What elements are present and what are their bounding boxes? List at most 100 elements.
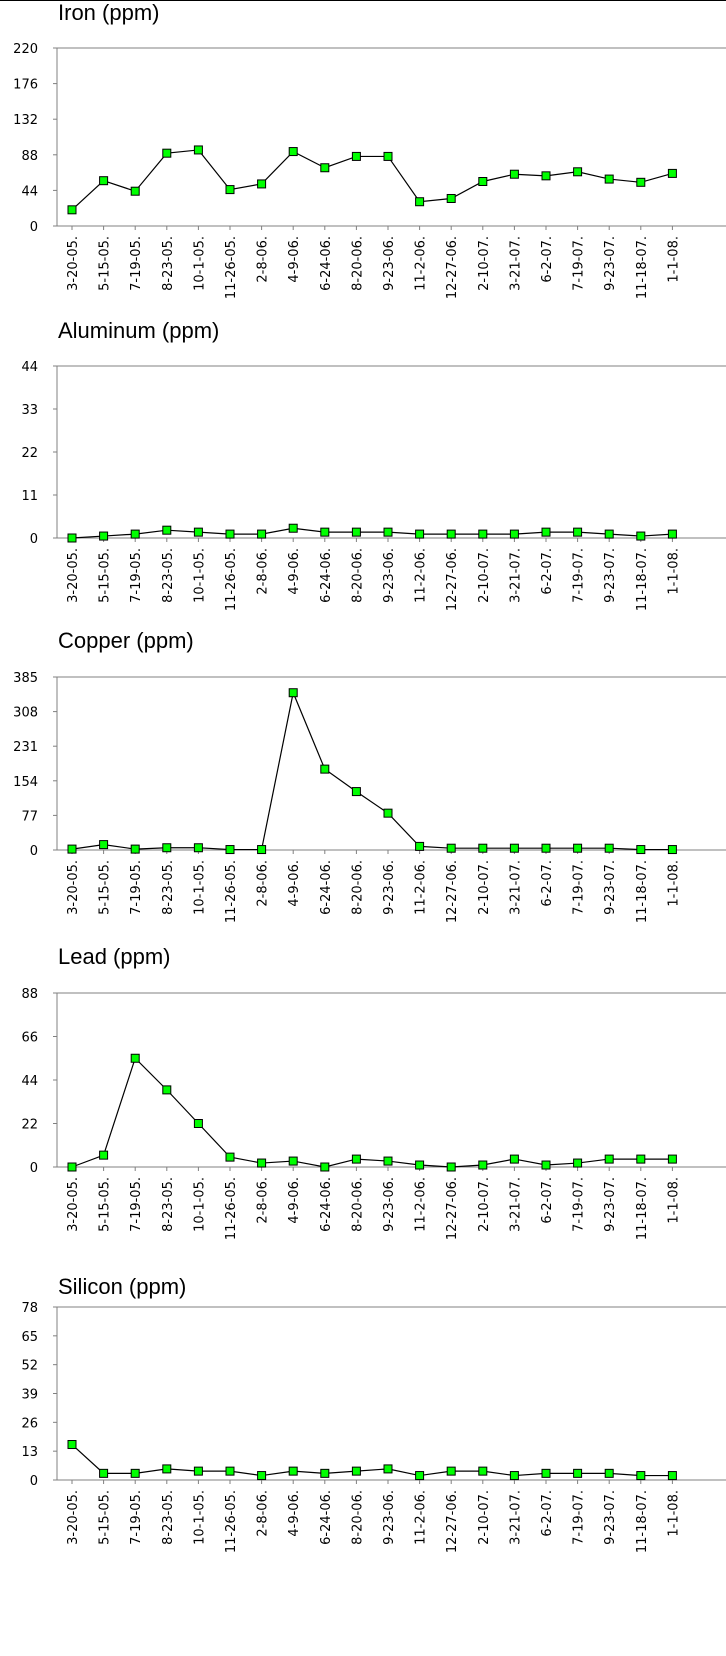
data-point [573,1468,583,1478]
x-tick-label: 2-8-06. [256,1177,271,1224]
x-tick-label: 2-10-07. [477,1177,492,1232]
series-line [71,527,673,539]
x-tick-label: 9-23-07. [603,1490,618,1545]
x-tick-label: 11-18-07. [635,1490,650,1553]
x-tick-label: 8-20-06. [350,1177,365,1232]
x-tick-label: 3-20-05. [66,548,81,603]
data-point [288,523,298,533]
y-tick-label: 385 [13,671,38,686]
x-tick-label: 7-19-07. [572,860,587,915]
data-point [351,787,361,797]
y-tick-label: 22 [21,1118,38,1133]
data-point [383,1464,393,1474]
data-point [383,808,393,818]
data-point [509,843,519,853]
data-point [573,1158,583,1168]
chart-title: Silicon (ppm) [58,1274,187,1299]
x-tick-label: 2-8-06. [256,548,271,595]
data-point [162,1085,172,1095]
data-point [130,529,140,539]
data-point [667,1471,677,1481]
y-tick-label: 0 [30,844,38,859]
x-tick-label: 6-2-07. [540,548,555,595]
chart-iron: Iron (ppm) 0 44 88 132 176 220 3-20-05. 5-15-05… [0,0,726,306]
data-point [162,148,172,158]
x-tick-label: 6-24-06. [319,1177,334,1232]
data-point [67,844,77,854]
data-point [509,529,519,539]
y-tick-label: 39 [21,1388,38,1403]
data-point [225,185,235,195]
y-tick-label: 0 [30,532,38,547]
x-tick-label: 3-21-07. [508,860,523,915]
data-point [541,1468,551,1478]
data-point [288,1466,298,1476]
data-point [446,843,456,853]
chart-svg: 0 77 154 231 308 385 3-20-05. 5-15-05. 7-19-05. 8… [13,671,726,923]
data-point [446,1466,456,1476]
data-point [162,1464,172,1474]
data-point [541,171,551,181]
y-tick-label: 65 [21,1330,38,1345]
data-point [573,167,583,177]
y-tick-label: 0 [30,1474,38,1489]
data-point [541,527,551,537]
x-tick-label: 7-19-05. [129,1177,144,1232]
data-point [446,529,456,539]
series-line [71,149,673,211]
x-tick-label: 3-21-07. [508,236,523,291]
chart-title: Copper (ppm) [58,628,194,653]
chart-svg: 0 22 44 66 88 3-20-05. 5-15-05. 7-19-05. 8-23-05… [21,987,726,1240]
chart-copper: Copper (ppm) 0 77 154 231 308 385 3-20-05. 5-15… [0,628,726,934]
data-point [636,177,646,187]
y-tick-label: 22 [21,446,38,461]
data-point [604,1468,614,1478]
data-point [351,151,361,161]
data-point [320,764,330,774]
data-point [509,1471,519,1481]
data-point [130,1053,140,1063]
y-tick-label: 66 [21,1031,38,1046]
data-point [667,845,677,855]
data-point [130,844,140,854]
data-point [257,179,267,189]
y-tick-label: 52 [21,1359,38,1374]
y-tick-label: 0 [30,220,38,235]
x-tick-label: 7-19-05. [129,1490,144,1545]
x-tick-label: 5-15-05. [98,548,113,603]
x-tick-label: 9-23-06. [382,860,397,915]
data-point [509,1154,519,1164]
x-tick-label: 11-26-05. [224,1177,239,1240]
data-point [415,529,425,539]
x-tick-label: 10-1-05. [192,548,207,603]
data-point [446,193,456,203]
x-tick-label: 2-10-07. [477,548,492,603]
data-point [415,1471,425,1481]
data-point [130,1468,140,1478]
data-point [67,533,77,543]
data-point [99,1150,109,1160]
x-tick-label: 8-23-05. [161,1177,176,1232]
x-tick-label: 10-1-05. [192,236,207,291]
data-point [509,169,519,179]
data-point [225,529,235,539]
data-point [478,1466,488,1476]
y-tick-label: 88 [21,149,38,164]
y-tick-label: 44 [21,360,38,375]
x-tick-label: 9-23-07. [603,236,618,291]
y-tick-label: 308 [13,706,38,721]
data-point [320,1468,330,1478]
data-point [415,1160,425,1170]
data-point [636,1471,646,1481]
x-tick-label: 2-10-07. [477,1490,492,1545]
data-point [383,1156,393,1166]
x-tick-label: 12-27-06. [445,1490,460,1553]
data-point [225,1466,235,1476]
data-point [351,1154,361,1164]
data-point [193,843,203,853]
chart-svg: 0 13 26 39 52 65 78 3-20-05. 5-15-05. 7-19-05. 8-2… [21,1301,726,1553]
x-tick-label: 8-20-06. [350,236,365,291]
x-tick-label: 7-19-07. [572,1177,587,1232]
chart-title: Lead (ppm) [58,944,171,969]
x-tick-label: 5-15-05. [98,1490,113,1545]
